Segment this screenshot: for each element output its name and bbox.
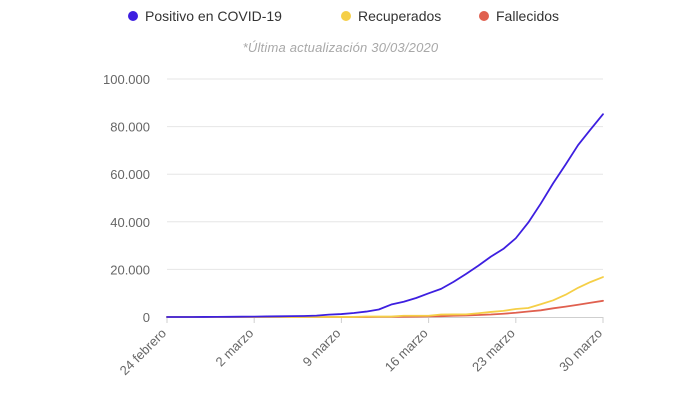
y-tick-label: 40.000 (110, 215, 150, 230)
legend-label-recuperados: Recuperados (358, 8, 442, 24)
y-tick-label: 20.000 (110, 262, 150, 277)
legend-marker-fallecidos (479, 11, 489, 21)
x-tick-label: 9 marzo (300, 326, 344, 370)
x-tick-label: 2 marzo (213, 326, 257, 370)
x-tick-label: 16 marzo (382, 326, 431, 375)
y-tick-label: 0 (143, 310, 150, 325)
x-tick-label: 23 marzo (469, 326, 518, 375)
y-tick-label: 60.000 (110, 167, 150, 182)
series-line-0 (166, 113, 604, 318)
legend: Positivo en COVID-19 Recuperados Falleci… (0, 8, 681, 28)
chart-subtitle: *Última actualización 30/03/2020 (242, 40, 439, 55)
legend-item-positivo[interactable]: Positivo en COVID-19 (128, 8, 282, 24)
y-tick-label: 100.000 (103, 72, 150, 87)
legend-label-fallecidos: Fallecidos (496, 8, 560, 24)
y-tick-label: 80.000 (110, 120, 150, 135)
legend-item-fallecidos[interactable]: Fallecidos (479, 8, 559, 24)
x-tick-label: 24 febrero (117, 326, 170, 379)
x-tick-label: 30 marzo (556, 326, 605, 375)
series-line-2 (166, 299, 604, 318)
legend-item-recuperados[interactable]: Recuperados (341, 8, 441, 24)
legend-marker-recuperados (341, 11, 351, 21)
legend-marker-positivo (128, 11, 138, 21)
legend-label-positivo: Positivo en COVID-19 (145, 8, 282, 24)
